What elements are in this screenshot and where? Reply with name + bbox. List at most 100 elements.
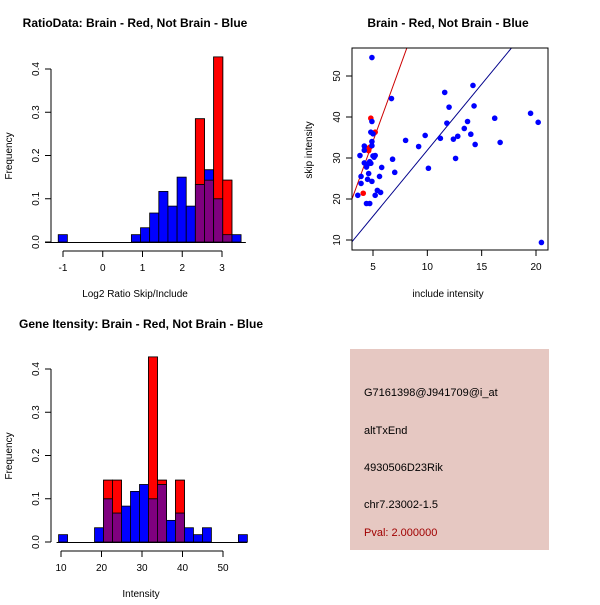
bar-not-brain xyxy=(237,534,248,543)
point-not-brain xyxy=(361,160,368,166)
chart-title: RatioData: Brain - Red, Not Brain - Blue xyxy=(23,16,248,30)
ratio-histogram: RatioData: Brain - Red, Not Brain - Blue… xyxy=(4,16,248,300)
point-not-brain xyxy=(391,169,398,176)
point-not-brain xyxy=(468,131,474,138)
bar-not-brain xyxy=(185,205,196,243)
bar-brain-top xyxy=(222,179,233,236)
bar-overlap xyxy=(213,198,224,243)
point-not-brain xyxy=(461,125,468,132)
point-not-brain xyxy=(425,165,432,172)
point-not-brain xyxy=(491,115,498,122)
point-not-brain xyxy=(361,147,368,154)
x-tick-label: 3 xyxy=(219,263,225,274)
intensity-scatter-plot: Brain - Red, Not Brain - Blue include int… xyxy=(304,16,549,300)
info-panel: G7161398@J941709@i_at altTxEnd 4930506D2… xyxy=(350,349,549,550)
bar-not-brain xyxy=(231,234,242,243)
bar-brain-top xyxy=(103,479,113,500)
bar-not-brain xyxy=(140,227,151,243)
bar-brain-top xyxy=(148,356,158,500)
point-not-brain xyxy=(464,118,471,125)
point-not-brain xyxy=(369,178,375,185)
point-not-brain xyxy=(357,152,363,159)
x-tick-label: 20 xyxy=(530,262,542,273)
y-axis-label: skip intensity xyxy=(304,121,315,178)
x-tick-label: 10 xyxy=(55,563,67,574)
x-tick-label: -1 xyxy=(59,263,68,274)
point-not-brain xyxy=(472,141,478,148)
point-not-brain xyxy=(358,173,364,180)
bar-not-brain xyxy=(166,519,176,543)
plot-box xyxy=(351,47,549,251)
bar-not-brain-top xyxy=(204,169,215,181)
point-not-brain xyxy=(388,95,395,102)
gene-name: 4930506D23Rik xyxy=(364,462,443,474)
genomic-location: chr7.23002-1.5 xyxy=(364,499,438,511)
x-tick-label: 50 xyxy=(217,563,229,574)
bar-overlap xyxy=(194,184,205,243)
bar-overlap xyxy=(112,512,122,543)
point-not-brain xyxy=(422,132,428,139)
bar-overlap xyxy=(148,498,158,543)
y-tick-label: 30 xyxy=(332,152,343,164)
p-value: Pval: 2.000000 xyxy=(364,527,437,539)
bar-brain-top xyxy=(157,479,167,485)
point-not-brain xyxy=(497,139,503,146)
y-tick-label: 0.2 xyxy=(31,148,42,162)
bar-overlap xyxy=(175,512,185,543)
x-tick-label: 5 xyxy=(370,262,376,273)
x-axis-label: Log2 Ratio Skip/Include xyxy=(82,289,188,300)
brain-fit-line xyxy=(352,48,408,200)
chart-title: Brain - Red, Not Brain - Blue xyxy=(367,16,529,30)
bar-not-brain xyxy=(121,505,131,543)
bar-not-brain xyxy=(130,490,140,543)
x-tick-label: 30 xyxy=(136,563,148,574)
point-not-brain xyxy=(377,189,384,196)
probe-id: G7161398@J941709@i_at xyxy=(364,387,498,399)
bar-not-brain xyxy=(58,534,68,543)
x-tick-label: 40 xyxy=(177,563,189,574)
point-not-brain xyxy=(361,143,368,149)
bar-overlap xyxy=(204,179,215,243)
y-tick-label: 40 xyxy=(332,111,343,123)
y-axis-label: Frequency xyxy=(4,432,15,479)
y-tick-label: 0.3 xyxy=(31,405,42,419)
x-tick-label: 0 xyxy=(100,263,106,274)
bar-not-brain xyxy=(158,190,169,243)
point-not-brain xyxy=(402,137,409,144)
point-not-brain xyxy=(471,103,477,109)
x-tick-label: 10 xyxy=(422,262,434,273)
point-not-brain xyxy=(372,192,378,199)
point-not-brain xyxy=(441,89,448,96)
plot-area xyxy=(352,48,545,246)
y-tick-label: 0.0 xyxy=(31,235,42,249)
bar-not-brain xyxy=(176,176,187,243)
x-tick-label: 15 xyxy=(476,262,488,273)
point-not-brain xyxy=(535,119,541,126)
y-tick-label: 0.1 xyxy=(31,191,42,205)
y-axis-label: Frequency xyxy=(4,132,15,179)
point-not-brain xyxy=(370,131,376,137)
point-not-brain xyxy=(454,133,461,140)
event-type: altTxEnd xyxy=(364,425,407,437)
bar-not-brain xyxy=(94,527,104,543)
point-not-brain xyxy=(369,54,375,61)
bar-overlap xyxy=(222,234,233,243)
bar-brain-top xyxy=(194,118,205,185)
point-not-brain xyxy=(452,155,459,162)
point-not-brain xyxy=(358,180,364,187)
point-not-brain xyxy=(354,192,361,199)
point-not-brain xyxy=(389,156,396,163)
chart-title: Gene Itensity: Brain - Red, Not Brain - … xyxy=(19,317,263,331)
bar-not-brain xyxy=(139,484,149,543)
not-brain-fit-line xyxy=(352,48,513,243)
point-brain xyxy=(360,190,367,197)
point-not-brain xyxy=(378,164,385,171)
point-not-brain xyxy=(365,170,372,177)
y-tick-label: 0.2 xyxy=(31,448,42,462)
point-not-brain xyxy=(450,136,457,142)
x-tick-label: 2 xyxy=(179,263,185,274)
y-tick-label: 0.4 xyxy=(31,362,42,376)
info-panel-background xyxy=(350,349,549,550)
point-not-brain xyxy=(444,120,450,126)
